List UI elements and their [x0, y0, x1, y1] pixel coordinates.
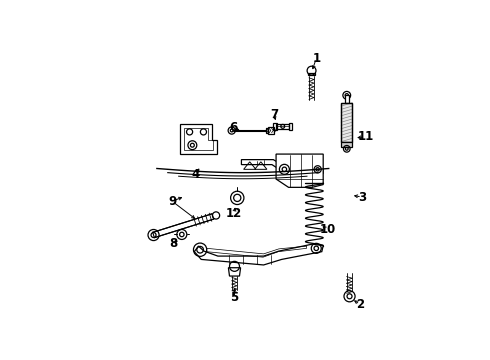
Bar: [341, 103, 352, 141]
Bar: [266, 128, 269, 133]
Bar: [341, 103, 352, 141]
Bar: [344, 95, 349, 103]
Polygon shape: [228, 268, 241, 276]
Bar: [289, 123, 292, 130]
Text: 5: 5: [230, 291, 239, 304]
Text: 7: 7: [270, 108, 278, 121]
Polygon shape: [242, 159, 323, 174]
Polygon shape: [276, 154, 323, 187]
Text: 10: 10: [319, 223, 336, 236]
Text: 4: 4: [192, 168, 200, 181]
Bar: [268, 127, 274, 134]
Text: 3: 3: [358, 190, 366, 203]
Bar: [341, 141, 352, 147]
Text: 8: 8: [169, 237, 177, 250]
Text: 9: 9: [168, 195, 176, 208]
Bar: [273, 123, 277, 130]
Text: 12: 12: [226, 207, 242, 220]
Text: 6: 6: [229, 121, 237, 134]
Bar: [276, 123, 290, 129]
Polygon shape: [195, 244, 323, 265]
Bar: [308, 73, 315, 75]
Text: 1: 1: [312, 52, 320, 65]
Text: 11: 11: [357, 130, 373, 143]
Text: 2: 2: [356, 298, 364, 311]
Polygon shape: [180, 124, 217, 154]
Polygon shape: [153, 214, 214, 238]
